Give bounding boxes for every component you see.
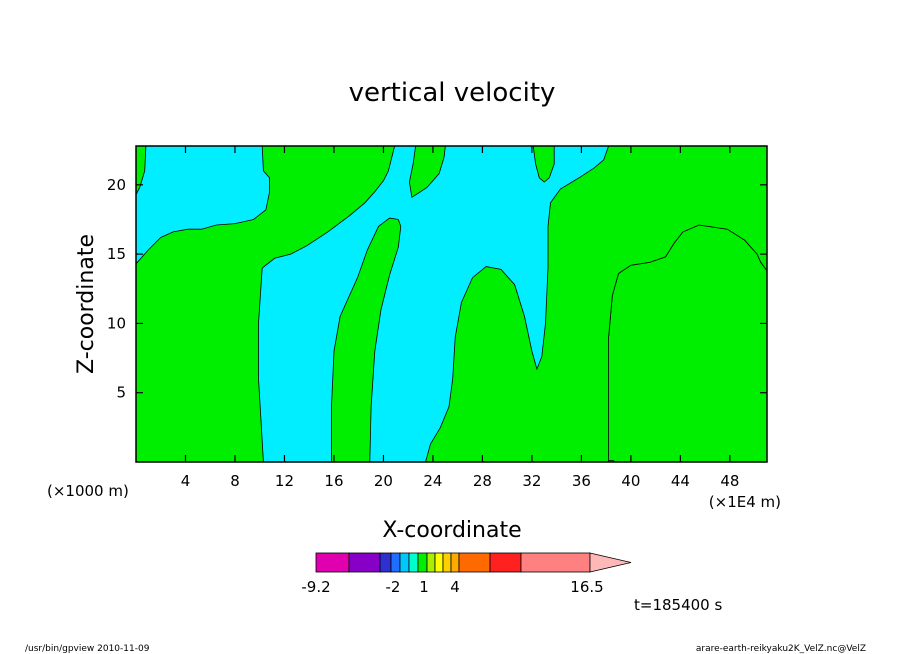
y-tick-label: 10 — [107, 314, 126, 332]
footer-right: arare-earth-reikyaku2K_VelZ.nc@VelZ — [696, 644, 866, 654]
colorbar-segment — [379, 552, 392, 573]
x-tick-label: 12 — [275, 472, 294, 490]
chart-title: vertical velocity — [349, 78, 556, 108]
plot-frame — [135, 145, 768, 463]
colorbar-arrow — [589, 552, 632, 573]
x-tick-label: 40 — [621, 472, 640, 490]
colorbar-segment — [399, 552, 410, 573]
colorbar-segment — [450, 552, 460, 573]
x-unit-left: (×1000 m) — [47, 482, 129, 500]
x-tick-label: 48 — [720, 472, 739, 490]
colorbar-tick-label: -9.2 — [301, 578, 330, 596]
y-tick-label: 20 — [107, 176, 126, 194]
x-tick-label: 24 — [423, 472, 442, 490]
x-tick-label: 8 — [230, 472, 240, 490]
colorbar-segment — [458, 552, 491, 573]
x-axis-label: X-coordinate — [382, 518, 521, 543]
colorbar-segment — [315, 552, 350, 573]
contour-region-5 — [424, 145, 768, 463]
x-tick-label: 20 — [374, 472, 393, 490]
colorbar-segment — [489, 552, 522, 573]
x-axis-ticks: 4 8 12 16 20 24 28 32 36 40 44 48 — [181, 146, 739, 490]
contour-region-7 — [532, 145, 555, 183]
colorbar-segment — [520, 552, 591, 573]
colorbar-segment — [417, 552, 428, 573]
y-axis-ticks: 5 10 15 20 — [107, 176, 767, 402]
x-tick-label: 32 — [522, 472, 541, 490]
colorbar-segment — [348, 552, 381, 573]
x-tick-label: 28 — [473, 472, 492, 490]
contour-regions — [135, 145, 768, 463]
y-axis-label: Z-coordinate — [74, 234, 99, 374]
colorbar-segment — [408, 552, 419, 573]
colorbar-tick-label: 4 — [450, 578, 460, 596]
colorbar-segment — [434, 552, 444, 573]
colorbar-segment — [390, 552, 401, 573]
colorbar-tick-label: 1 — [419, 578, 429, 596]
colorbar-labels: -9.2 -2 1 4 16.5 — [301, 578, 603, 596]
y-tick-label: 5 — [116, 384, 126, 402]
y-tick-label: 15 — [107, 245, 126, 263]
colorbar-tick-label: 16.5 — [570, 578, 603, 596]
contour-region-3 — [331, 217, 402, 463]
colorbar-segment — [442, 552, 452, 573]
x-tick-label: 16 — [324, 472, 343, 490]
colorbar — [315, 552, 632, 573]
x-unit-right: (×1E4 m) — [709, 493, 781, 511]
x-tick-label: 44 — [671, 472, 690, 490]
plot-area — [135, 145, 768, 463]
colorbar-segment — [426, 552, 436, 573]
footer-left: /usr/bin/gpview 2010-11-09 — [25, 644, 150, 654]
colorbar-tick-label: -2 — [386, 578, 401, 596]
x-tick-label: 4 — [181, 472, 191, 490]
time-label: t=185400 s — [634, 596, 722, 614]
x-tick-label: 36 — [572, 472, 591, 490]
